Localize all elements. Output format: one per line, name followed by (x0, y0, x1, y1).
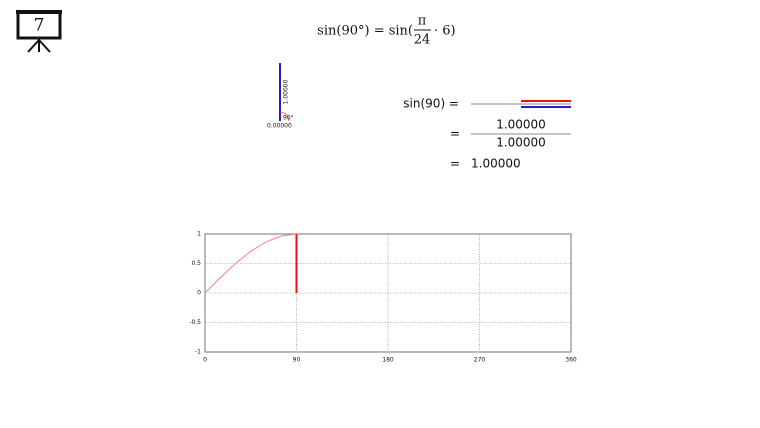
icon-leg (27, 39, 40, 53)
x-tick-label: 270 (474, 357, 486, 364)
formula-left: sin(90°) = sin( (317, 24, 413, 39)
result-lhs: sin(90) = (403, 97, 459, 111)
unit-diagram: 1.00000 90° 0.00000 (267, 63, 294, 130)
y-tick-label: 0.5 (191, 260, 201, 267)
result-numerator: 1.00000 (496, 118, 546, 132)
sine-curve (204, 233, 297, 294)
y-tick-label: -0.5 (189, 319, 201, 326)
x-tick-label: 0 (203, 357, 207, 364)
formula-numerator: π (418, 14, 427, 29)
plot: 10.50-0.5-10 90 180 270 360 (189, 231, 577, 364)
result: sin(90) = = 1.00000 1.00000 = 1.00000 (403, 97, 571, 171)
formula-denominator: 24 (414, 33, 431, 48)
result-denominator: 1.00000 (496, 136, 546, 150)
x-tick-label: 90 (293, 357, 301, 364)
icon-leg (38, 39, 51, 53)
origin-label: 0.00000 (267, 123, 292, 130)
equals: = (450, 127, 460, 141)
x-tick-label: 180 (382, 357, 394, 364)
length-label: 1.00000 (283, 79, 290, 104)
y-tick-label: 0 (197, 290, 201, 297)
y-tick-label: -1 (195, 349, 201, 356)
angle-label: 90° (283, 115, 294, 122)
y-tick-label: 1 (197, 231, 201, 238)
slide-icon: 7 (16, 10, 62, 53)
equals: = (450, 157, 460, 171)
x-tick-label: 360 (565, 357, 577, 364)
result-value: 1.00000 (471, 157, 521, 171)
formula: sin(90°) = sin( π 24 · 6) (317, 14, 455, 48)
slide-number: 7 (34, 16, 45, 36)
formula-right: · 6) (434, 24, 456, 39)
angle-arc (279, 111, 290, 122)
